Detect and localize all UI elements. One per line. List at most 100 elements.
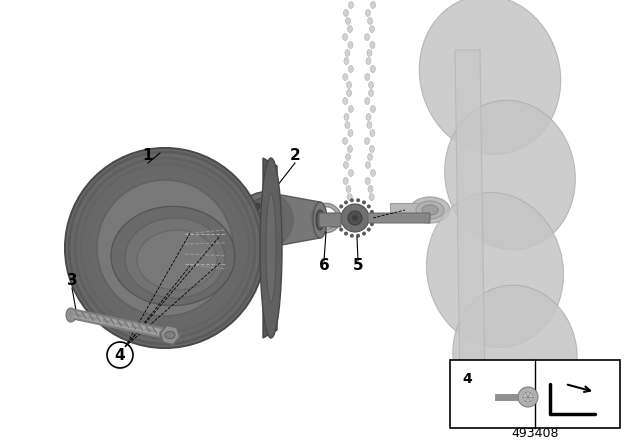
Ellipse shape <box>344 57 349 65</box>
Ellipse shape <box>316 210 324 230</box>
Ellipse shape <box>137 230 217 290</box>
Circle shape <box>65 148 265 348</box>
Ellipse shape <box>349 169 353 177</box>
Text: 4: 4 <box>115 348 125 362</box>
Ellipse shape <box>344 9 348 17</box>
Ellipse shape <box>371 105 376 112</box>
Text: 6: 6 <box>319 258 330 272</box>
Ellipse shape <box>368 185 373 193</box>
Text: 1: 1 <box>143 147 153 163</box>
Ellipse shape <box>344 161 348 168</box>
Ellipse shape <box>346 154 351 160</box>
Ellipse shape <box>370 222 374 226</box>
Ellipse shape <box>365 34 369 40</box>
Circle shape <box>523 392 533 402</box>
Ellipse shape <box>347 90 351 96</box>
Ellipse shape <box>336 222 340 226</box>
Circle shape <box>254 203 260 209</box>
Circle shape <box>518 387 538 407</box>
Ellipse shape <box>419 0 561 155</box>
Ellipse shape <box>313 202 327 238</box>
Ellipse shape <box>345 121 350 129</box>
Ellipse shape <box>410 197 450 223</box>
Ellipse shape <box>367 49 372 56</box>
Polygon shape <box>455 50 485 390</box>
Ellipse shape <box>343 177 348 185</box>
Ellipse shape <box>66 308 76 322</box>
Text: 4: 4 <box>462 372 472 386</box>
Ellipse shape <box>366 113 371 121</box>
Ellipse shape <box>348 65 353 73</box>
Ellipse shape <box>362 200 366 204</box>
Ellipse shape <box>345 49 350 56</box>
Ellipse shape <box>165 332 175 339</box>
Ellipse shape <box>348 146 353 152</box>
Ellipse shape <box>342 34 348 40</box>
Ellipse shape <box>371 216 375 220</box>
Ellipse shape <box>365 138 369 145</box>
Ellipse shape <box>348 26 353 33</box>
Ellipse shape <box>365 161 371 168</box>
Ellipse shape <box>343 73 348 81</box>
Text: 3: 3 <box>67 272 77 288</box>
Ellipse shape <box>339 204 343 208</box>
Text: 2: 2 <box>290 147 300 163</box>
Ellipse shape <box>426 192 563 348</box>
Ellipse shape <box>348 105 353 112</box>
Ellipse shape <box>356 234 360 238</box>
Ellipse shape <box>356 198 360 202</box>
Polygon shape <box>265 192 320 248</box>
Circle shape <box>237 192 293 248</box>
Ellipse shape <box>160 328 180 342</box>
Ellipse shape <box>445 100 575 250</box>
Ellipse shape <box>369 146 374 152</box>
Circle shape <box>278 217 284 223</box>
Ellipse shape <box>367 204 371 208</box>
Ellipse shape <box>370 210 374 214</box>
Ellipse shape <box>346 17 351 25</box>
Ellipse shape <box>362 232 366 236</box>
Ellipse shape <box>453 285 577 425</box>
Ellipse shape <box>350 198 354 202</box>
Ellipse shape <box>343 98 348 104</box>
Ellipse shape <box>348 129 353 137</box>
Ellipse shape <box>369 90 374 96</box>
Circle shape <box>246 217 252 223</box>
Circle shape <box>341 204 369 232</box>
FancyBboxPatch shape <box>319 213 341 227</box>
Circle shape <box>243 198 287 242</box>
Circle shape <box>97 180 233 316</box>
Ellipse shape <box>365 9 371 17</box>
Ellipse shape <box>365 177 370 185</box>
Ellipse shape <box>349 1 353 9</box>
Ellipse shape <box>344 200 348 204</box>
Ellipse shape <box>371 65 376 73</box>
Circle shape <box>270 203 276 209</box>
Ellipse shape <box>266 194 276 302</box>
Circle shape <box>270 231 276 237</box>
Ellipse shape <box>260 158 282 338</box>
Ellipse shape <box>344 113 349 121</box>
FancyBboxPatch shape <box>368 213 430 223</box>
Ellipse shape <box>347 82 351 89</box>
Ellipse shape <box>335 216 339 220</box>
Ellipse shape <box>365 73 370 81</box>
Ellipse shape <box>347 194 352 201</box>
Ellipse shape <box>344 232 348 236</box>
Circle shape <box>348 211 362 225</box>
Ellipse shape <box>369 194 374 201</box>
Ellipse shape <box>339 228 343 232</box>
Ellipse shape <box>369 26 374 33</box>
Ellipse shape <box>367 17 372 25</box>
Ellipse shape <box>422 205 438 215</box>
Ellipse shape <box>369 82 374 89</box>
Ellipse shape <box>350 234 354 238</box>
Circle shape <box>257 212 273 228</box>
Ellipse shape <box>366 57 371 65</box>
Polygon shape <box>390 203 430 217</box>
Ellipse shape <box>371 1 376 9</box>
Ellipse shape <box>370 129 375 137</box>
Polygon shape <box>263 158 277 338</box>
Ellipse shape <box>367 121 372 129</box>
Bar <box>450 360 620 428</box>
